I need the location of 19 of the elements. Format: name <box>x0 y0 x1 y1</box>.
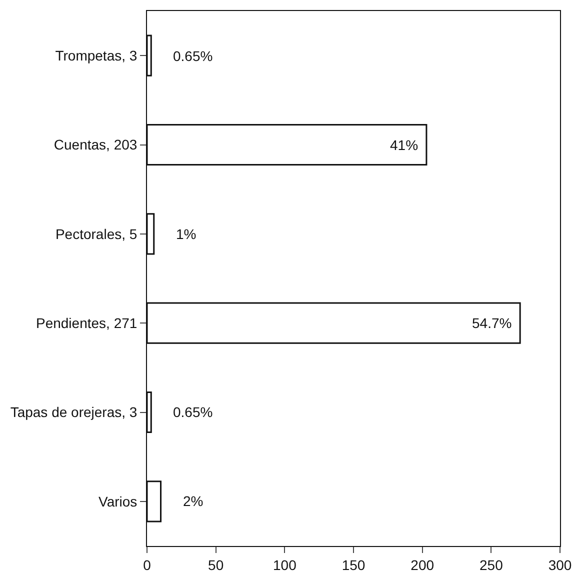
x-tick-label: 200 <box>410 556 434 573</box>
y-tick-label: Pendientes, 271 <box>36 314 138 331</box>
annotation: 41% <box>390 137 418 153</box>
y-tick-label: Pectorales, 5 <box>55 226 138 242</box>
x-tick-label: 250 <box>479 556 504 573</box>
annotation: 1% <box>176 226 196 242</box>
x-tick-label: 300 <box>548 556 572 573</box>
x-tick-label: 100 <box>272 556 297 573</box>
annotation: 54.7% <box>472 315 512 331</box>
y-tick-label: Tapas de orejeras, 3 <box>10 404 138 420</box>
annotation: 0.65% <box>173 48 213 64</box>
annotation: 2% <box>183 493 204 509</box>
x-tick-label: 0 <box>143 556 152 573</box>
y-tick-label: Cuentas, 203 <box>54 136 138 153</box>
x-tick-label: 50 <box>208 556 224 573</box>
x-tick-label: 150 <box>342 556 366 573</box>
annotation: 0.65% <box>173 404 213 420</box>
y-tick-label: Trompetas, 3 <box>55 47 138 64</box>
y-tick-label: Varios <box>98 493 138 510</box>
